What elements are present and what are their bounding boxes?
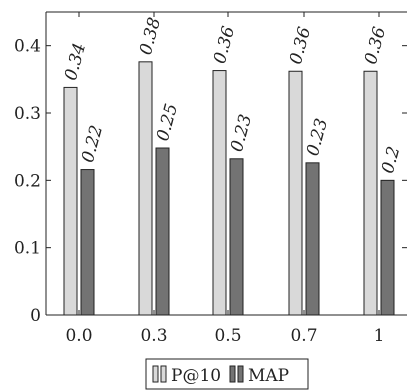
x-tick-label: 0.5 — [214, 326, 241, 346]
p10-data-label: 0.36 — [286, 25, 315, 67]
x-tick-label: 0.7 — [290, 326, 317, 346]
legend-label-p10: P@10 — [171, 366, 221, 386]
x-axis-ticks: 0.0 0.3 0.5 0.7 1 — [65, 12, 384, 346]
p10-bar — [212, 70, 227, 316]
map-bar — [305, 162, 320, 316]
p10-bar — [63, 86, 78, 316]
x-tick-label: 0.3 — [140, 326, 167, 346]
map-bar — [229, 158, 244, 316]
p10-data-label: 0.34 — [61, 41, 90, 83]
y-tick-label: 0.2 — [14, 171, 41, 191]
map-data-label: 0.23 — [303, 116, 332, 158]
p10-bar — [363, 70, 378, 316]
map-data-label: 0.22 — [78, 123, 107, 165]
legend: P@10 MAP — [145, 358, 309, 390]
y-tick-label: 0.4 — [14, 37, 41, 57]
p10-data-label: 0.36 — [210, 24, 239, 66]
legend-swatch-p10 — [160, 365, 167, 383]
data-labels: 0.34 0.38 0.36 0.36 0.36 0.22 0.25 0.23 0.23 0.2 — [61, 15, 404, 175]
y-axis-ticks: 0 0.1 0.2 0.3 0.4 — [14, 37, 407, 326]
map-bar — [380, 179, 395, 316]
legend-swatch-map — [237, 365, 244, 383]
p10-bar — [138, 61, 153, 316]
y-tick-label: 0.3 — [14, 104, 41, 124]
p10-data-label: 0.36 — [361, 25, 390, 67]
legend-swatch-p10 — [152, 365, 159, 383]
y-tick-label: 0.1 — [14, 239, 41, 259]
p10-bar — [288, 70, 303, 316]
bars — [63, 61, 395, 316]
y-tick-label: 0 — [30, 306, 41, 326]
legend-box — [145, 358, 309, 390]
legend-swatch-map — [229, 365, 236, 383]
legend-label-map: MAP — [248, 366, 289, 386]
x-tick-label: 1 — [374, 326, 385, 346]
map-bar — [155, 147, 170, 316]
p10-data-label: 0.38 — [136, 15, 165, 57]
x-tick-label: 0.0 — [65, 326, 92, 346]
map-data-label: 0.2 — [378, 144, 404, 175]
map-data-label: 0.23 — [227, 112, 256, 154]
map-bar — [80, 169, 95, 316]
map-data-label: 0.25 — [153, 102, 182, 144]
